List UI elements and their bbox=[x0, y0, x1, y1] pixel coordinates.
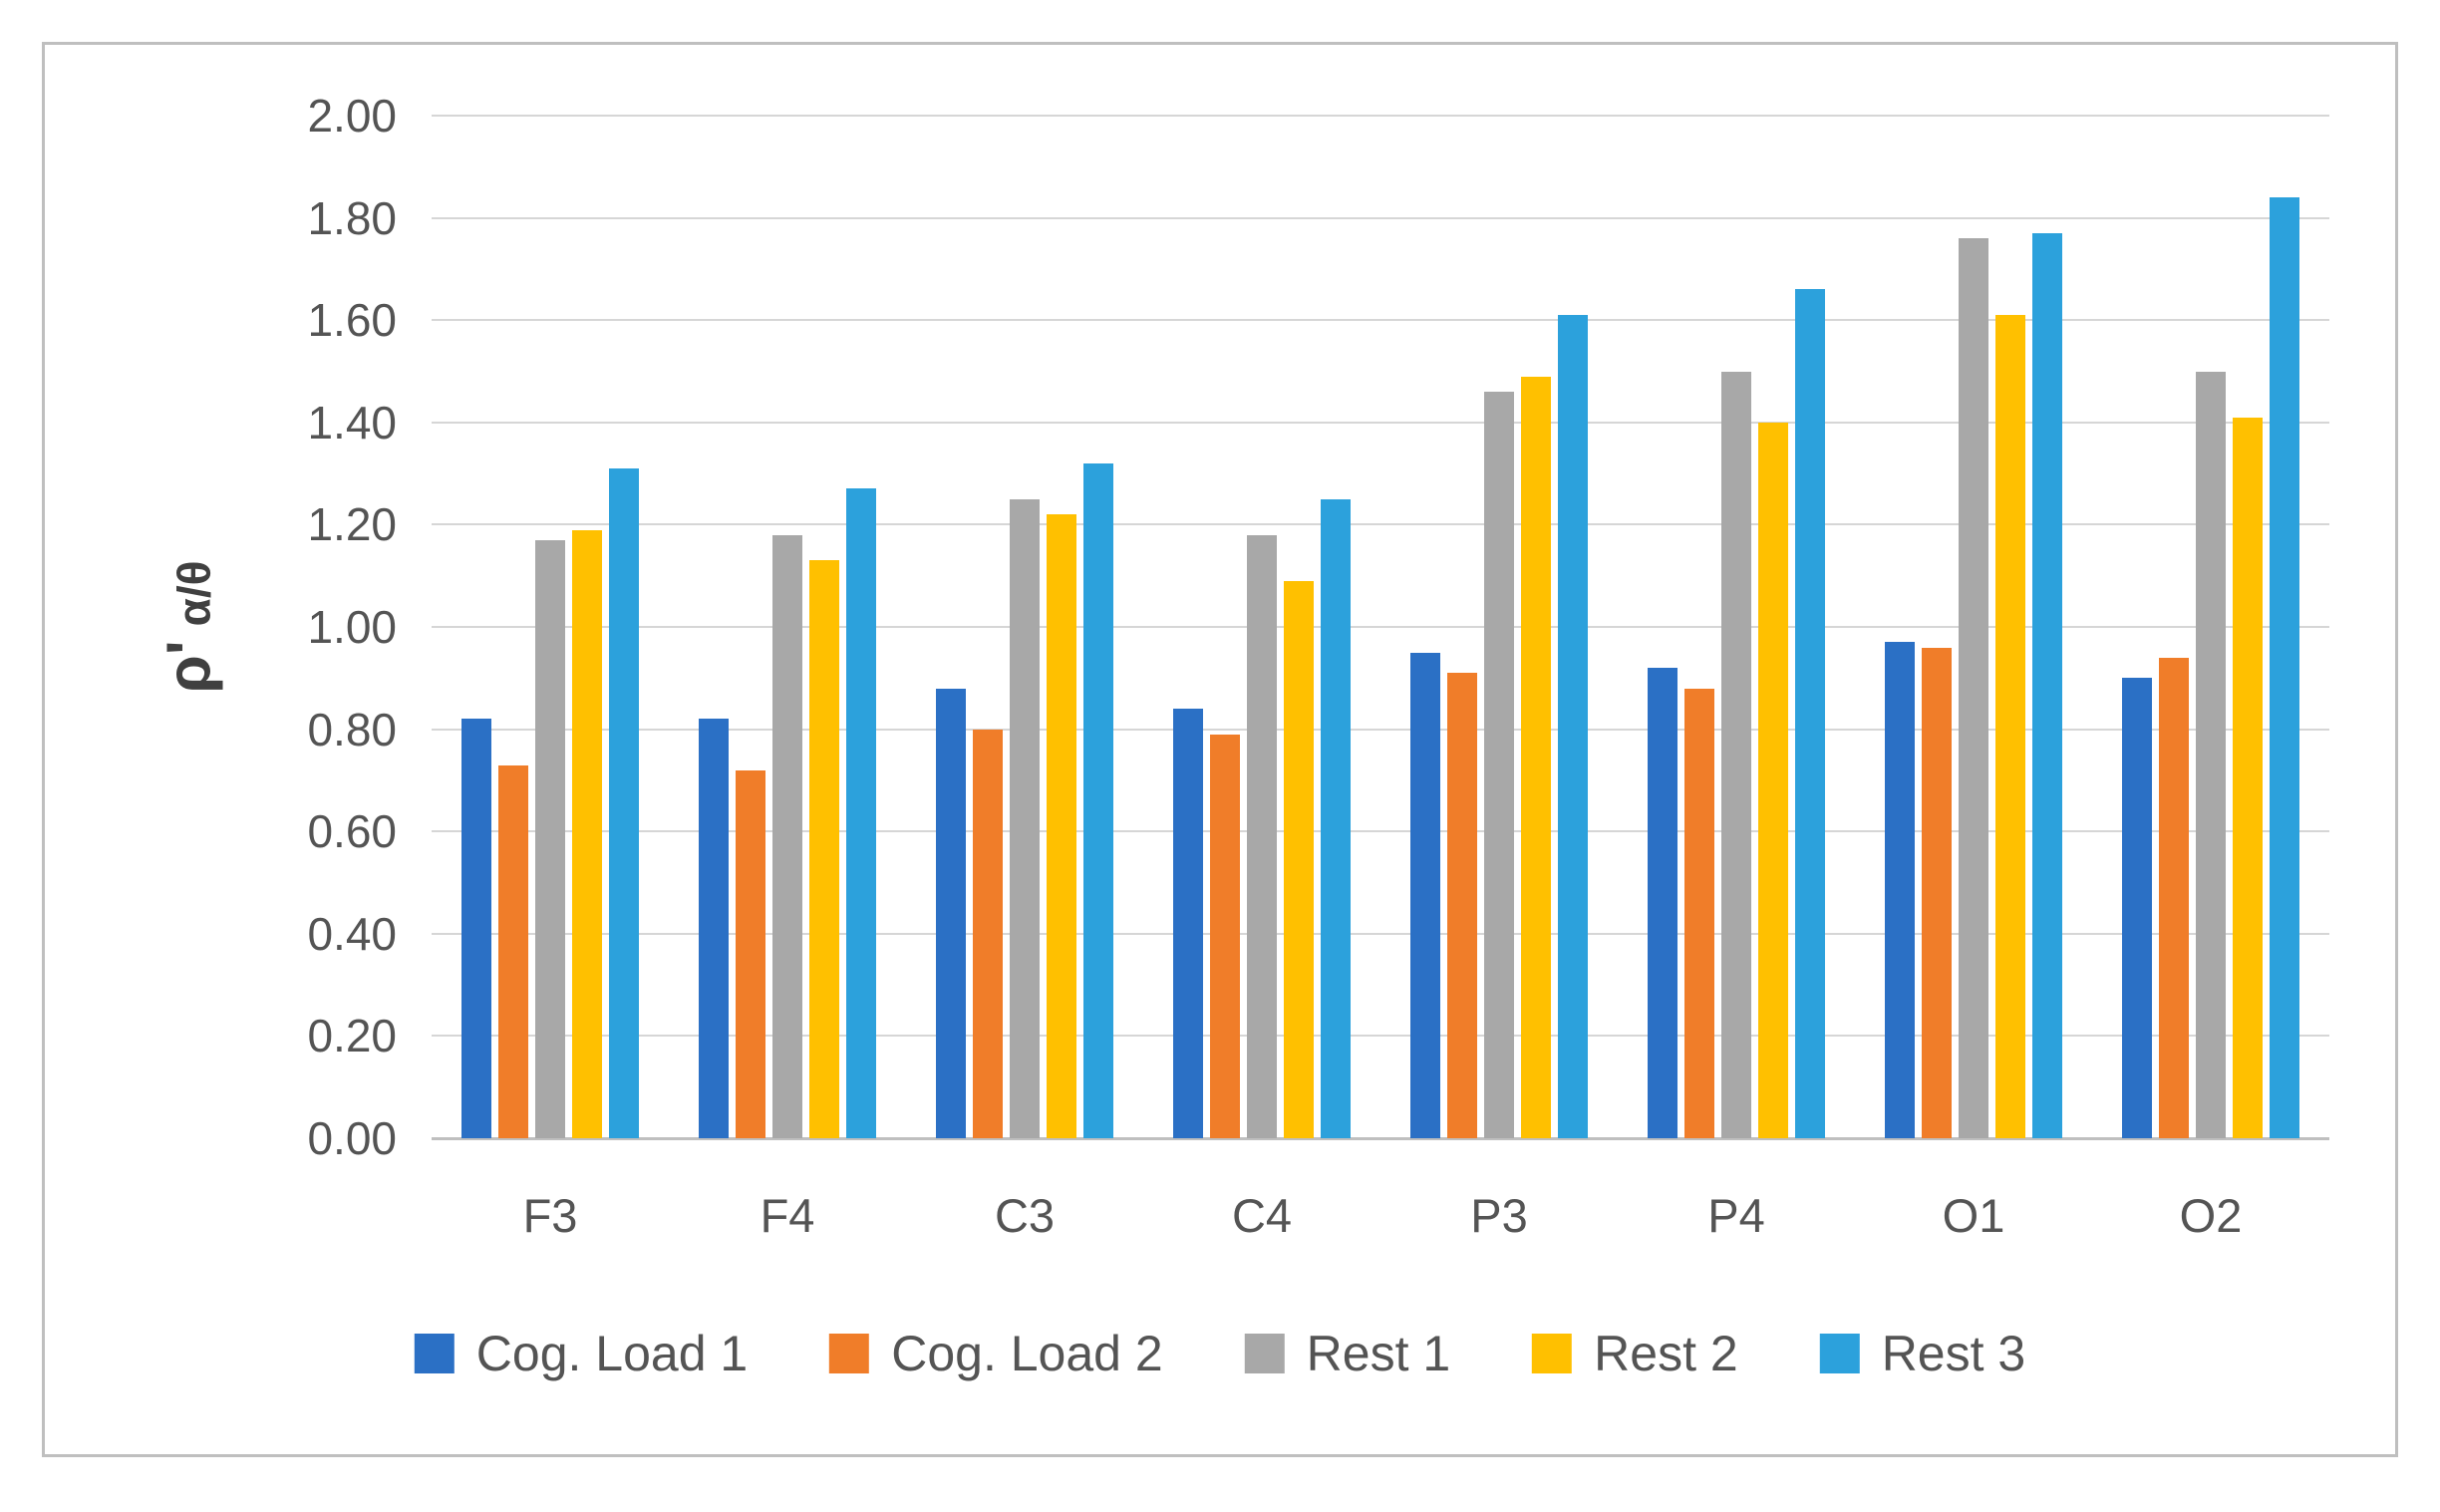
legend-item-rest-3: Rest 3 bbox=[1819, 1326, 2026, 1381]
bar-rest-1-c3 bbox=[1010, 498, 1040, 1138]
gridline-1.20 bbox=[432, 523, 2329, 526]
bar-rest-2-o1 bbox=[1995, 315, 2025, 1138]
x-axis-label-c4: C4 bbox=[1231, 1189, 1293, 1242]
bar-rest-2-f4 bbox=[809, 560, 839, 1138]
bar-rest-3-p4 bbox=[1795, 289, 1825, 1138]
bar-rest-3-p3 bbox=[1558, 315, 1588, 1138]
legend-label-rest-2: Rest 2 bbox=[1594, 1326, 1738, 1381]
bar-rest-3-o2 bbox=[2270, 197, 2299, 1138]
bar-cog-load-2-o2 bbox=[2159, 657, 2189, 1138]
bar-rest-3-f4 bbox=[846, 488, 876, 1138]
bar-rest-3-c4 bbox=[1321, 498, 1351, 1138]
bar-rest-1-p4 bbox=[1721, 371, 1751, 1138]
bar-rest-2-c4 bbox=[1284, 580, 1314, 1138]
legend-swatch-cog-load-1 bbox=[414, 1334, 455, 1373]
y-tick-label-0.20: 0.20 bbox=[307, 1010, 397, 1062]
legend-swatch-rest-1 bbox=[1244, 1334, 1285, 1373]
y-tick-label-1.00: 1.00 bbox=[307, 601, 397, 653]
bar-cog-load-1-p4 bbox=[1648, 668, 1678, 1138]
bar-rest-2-p4 bbox=[1758, 422, 1788, 1138]
bar-cog-load-1-f4 bbox=[699, 719, 729, 1138]
legend-swatch-cog-load-2 bbox=[829, 1334, 870, 1373]
y-tick-label-0.00: 0.00 bbox=[307, 1112, 397, 1164]
gridline-1.60 bbox=[432, 319, 2329, 322]
x-axis-label-f4: F4 bbox=[760, 1189, 815, 1242]
legend: Cog. Load 1 Cog. Load 2 Rest 1 Rest 2 Rest 3 bbox=[414, 1326, 2026, 1381]
y-tick-label-1.40: 1.40 bbox=[307, 396, 397, 449]
gridline-0.40 bbox=[432, 932, 2329, 935]
bar-cog-load-2-c4 bbox=[1210, 734, 1240, 1138]
gridline-0.80 bbox=[432, 728, 2329, 731]
legend-label-cog-load-1: Cog. Load 1 bbox=[475, 1326, 749, 1381]
bar-rest-3-o1 bbox=[2032, 232, 2062, 1138]
y-axis-title-ratio: α/θ bbox=[167, 560, 220, 627]
y-axis-title-rho: ρ' bbox=[154, 640, 224, 694]
gridline-2.00 bbox=[432, 115, 2329, 117]
gridline-0.60 bbox=[432, 830, 2329, 833]
legend-label-rest-3: Rest 3 bbox=[1881, 1326, 2026, 1381]
y-tick-label-1.60: 1.60 bbox=[307, 294, 397, 347]
bar-cog-load-1-o1 bbox=[1885, 642, 1915, 1138]
bar-cog-load-1-p3 bbox=[1410, 652, 1440, 1138]
bar-cog-load-2-o1 bbox=[1922, 647, 1952, 1138]
legend-item-cog-load-2: Cog. Load 2 bbox=[829, 1326, 1163, 1381]
gridline-1.80 bbox=[432, 216, 2329, 219]
bar-cog-load-1-o2 bbox=[2122, 678, 2152, 1138]
gridline-0.20 bbox=[432, 1035, 2329, 1038]
legend-label-rest-1: Rest 1 bbox=[1306, 1326, 1451, 1381]
bar-rest-1-f4 bbox=[772, 534, 802, 1138]
legend-label-cog-load-2: Cog. Load 2 bbox=[891, 1326, 1163, 1381]
y-tick-label-0.80: 0.80 bbox=[307, 703, 397, 756]
gridline-1.00 bbox=[432, 626, 2329, 628]
bar-rest-3-c3 bbox=[1083, 462, 1113, 1138]
y-tick-label-2.00: 2.00 bbox=[307, 90, 397, 142]
legend-swatch-rest-3 bbox=[1819, 1334, 1860, 1373]
bar-cog-load-2-f3 bbox=[498, 764, 528, 1138]
bar-cog-load-1-c3 bbox=[936, 688, 966, 1138]
bar-cog-load-2-p3 bbox=[1447, 673, 1477, 1138]
legend-item-rest-2: Rest 2 bbox=[1532, 1326, 1738, 1381]
bar-rest-2-p3 bbox=[1521, 376, 1551, 1138]
y-tick-label-1.80: 1.80 bbox=[307, 191, 397, 244]
y-tick-label-0.40: 0.40 bbox=[307, 907, 397, 960]
bar-cog-load-2-p4 bbox=[1684, 688, 1714, 1138]
legend-item-cog-load-1: Cog. Load 1 bbox=[414, 1326, 749, 1381]
bar-rest-3-f3 bbox=[609, 467, 639, 1138]
bar-rest-2-o2 bbox=[2233, 417, 2263, 1138]
x-axis-label-o2: O2 bbox=[2179, 1189, 2243, 1242]
legend-swatch-rest-2 bbox=[1532, 1334, 1573, 1373]
x-axis-label-p3: P3 bbox=[1470, 1189, 1528, 1242]
gridline-1.40 bbox=[432, 421, 2329, 424]
bar-rest-1-o2 bbox=[2196, 371, 2226, 1138]
x-axis-line bbox=[432, 1137, 2329, 1140]
y-tick-label-0.60: 0.60 bbox=[307, 805, 397, 858]
bar-cog-load-2-c3 bbox=[973, 729, 1003, 1138]
bar-rest-1-c4 bbox=[1247, 534, 1277, 1138]
legend-item-rest-1: Rest 1 bbox=[1244, 1326, 1451, 1381]
y-tick-label-1.20: 1.20 bbox=[307, 498, 397, 551]
bar-rest-1-o1 bbox=[1959, 238, 1988, 1138]
x-axis-label-o1: O1 bbox=[1942, 1189, 2005, 1242]
bar-cog-load-1-f3 bbox=[461, 719, 491, 1138]
bar-rest-1-f3 bbox=[535, 539, 565, 1138]
bar-cog-load-2-f4 bbox=[736, 769, 765, 1138]
bar-rest-2-c3 bbox=[1047, 514, 1076, 1138]
y-axis-title: ρ' α/θ bbox=[154, 547, 225, 707]
bar-cog-load-1-c4 bbox=[1173, 709, 1203, 1138]
x-axis-label-c3: C3 bbox=[994, 1189, 1056, 1242]
bar-rest-1-p3 bbox=[1484, 392, 1514, 1138]
x-axis-label-f3: F3 bbox=[522, 1189, 578, 1242]
x-axis-label-p4: P4 bbox=[1707, 1189, 1765, 1242]
bar-rest-2-f3 bbox=[572, 529, 602, 1138]
